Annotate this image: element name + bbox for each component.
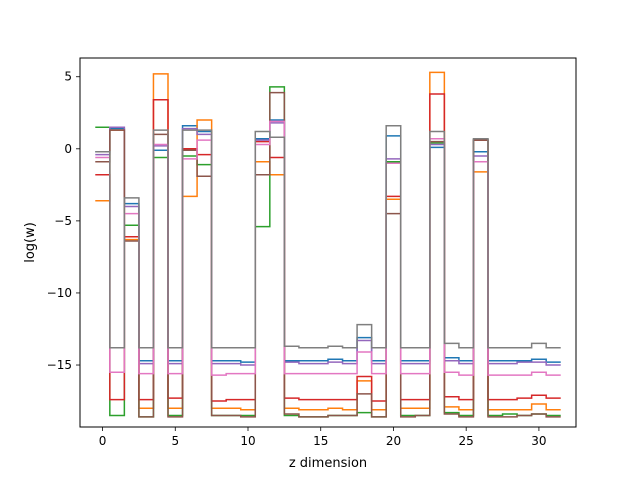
series-line-8 [95,125,561,349]
x-tick-label: 10 [240,434,255,448]
x-tick-label: 15 [313,434,328,448]
x-tick-label: 25 [459,434,474,448]
axes-frame [79,57,577,428]
x-tick-label: 30 [531,434,546,448]
y-tick-label: −10 [47,286,72,300]
y-axis-label: log(w) [23,222,38,263]
y-tick-label: 0 [64,142,72,156]
y-tick-label: 5 [64,70,72,84]
x-tick-label: 5 [171,434,179,448]
x-axis: 0 5 10 15 20 25 30 [99,427,547,448]
x-tick-label: 0 [99,434,107,448]
y-tick-label: −5 [54,214,72,228]
plot-area [95,71,561,418]
y-axis: 5 0 −5 −10 −15 [47,70,80,372]
x-axis-label: z dimension [289,456,367,471]
y-tick-label: −15 [47,358,72,372]
x-tick-label: 20 [386,434,401,448]
